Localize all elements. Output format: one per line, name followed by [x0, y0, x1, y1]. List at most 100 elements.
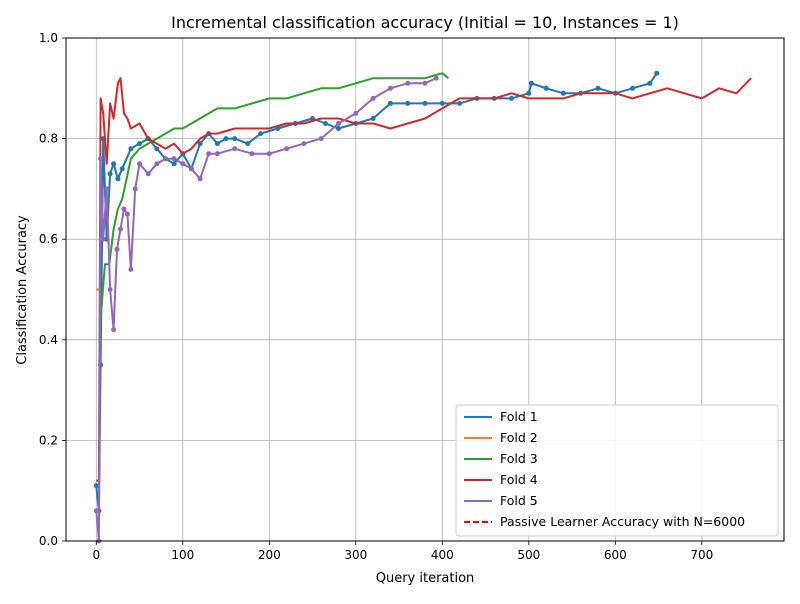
y-tick-label: 0.6: [39, 232, 58, 246]
series-point: [630, 85, 636, 91]
series-point: [232, 136, 238, 142]
series-point: [180, 161, 186, 167]
series-point: [104, 186, 110, 192]
series-point: [422, 100, 428, 106]
y-axis-label: Classification Accuracy: [15, 215, 30, 365]
series-3: [99, 72, 450, 320]
legend: Fold 1 Fold 2 Fold 3 Fold 4 Fold 5 Passive Le…: [455, 404, 779, 537]
legend-label: Fold 5: [500, 493, 538, 508]
series-point: [336, 126, 341, 131]
series-point: [137, 141, 142, 147]
series-lines: [93, 70, 752, 544]
y-tick-label: 0.4: [39, 333, 58, 347]
series-point: [528, 80, 534, 86]
series-5: [93, 75, 439, 544]
series-point: [118, 226, 123, 232]
legend-label: Fold 3: [500, 451, 538, 466]
series-point: [132, 186, 138, 192]
series-point: [301, 141, 307, 147]
series-point: [214, 151, 220, 157]
series-point: [422, 80, 428, 86]
series-point: [121, 206, 127, 212]
series-point: [128, 146, 134, 152]
y-tick-label: 1.0: [39, 31, 58, 45]
series-point: [197, 176, 203, 182]
series-point: [387, 85, 393, 91]
series-point: [370, 116, 376, 121]
x-axis-ticks: 0 100 200 300 400 500 600 700: [92, 541, 713, 562]
series-point: [336, 121, 341, 126]
legend-label: Passive Learner Accuracy with N=6000: [500, 514, 745, 529]
x-tick-label: 500: [517, 548, 540, 562]
legend-label: Fold 2: [500, 430, 538, 445]
series-point: [526, 90, 532, 96]
series-point: [107, 287, 113, 292]
x-tick-label: 400: [431, 548, 454, 562]
series-point: [353, 110, 359, 116]
series-line: [99, 72, 450, 320]
series-point: [318, 136, 324, 142]
series-point: [93, 483, 99, 489]
series-point: [100, 236, 106, 242]
series-point: [543, 85, 549, 91]
y-axis-ticks: 0.0 0.2 0.4 0.6 0.8 1.0: [39, 31, 66, 548]
series-point: [111, 327, 117, 333]
series-point: [214, 141, 220, 147]
series-point: [266, 151, 272, 157]
series-point: [439, 100, 445, 106]
series-point: [119, 166, 125, 172]
series-point: [457, 100, 463, 106]
legend-label: Fold 1: [500, 409, 538, 424]
series-point: [223, 136, 229, 142]
x-tick-label: 300: [344, 548, 367, 562]
series-point: [115, 176, 121, 182]
x-axis-label: Query iteration: [376, 571, 475, 586]
series-point: [128, 266, 134, 272]
x-tick-label: 200: [258, 548, 281, 562]
series-point: [93, 508, 99, 514]
x-tick-label: 0: [92, 548, 100, 562]
x-tick-label: 100: [171, 548, 194, 562]
series-point: [124, 211, 130, 217]
x-tick-label: 600: [604, 548, 627, 562]
legend-label: Fold 4: [500, 472, 538, 487]
y-tick-label: 0.0: [39, 534, 58, 548]
series-4: [96, 77, 752, 482]
series-point: [111, 161, 117, 167]
series-point: [595, 85, 601, 91]
legend-box: [455, 404, 779, 537]
series-line: [96, 77, 752, 482]
series-point: [107, 171, 113, 177]
series-line: [95, 77, 437, 542]
series-point: [509, 95, 514, 101]
series-point: [206, 151, 212, 157]
series-point: [171, 156, 177, 162]
series-point: [387, 100, 393, 106]
series-point: [405, 100, 411, 106]
series-point: [370, 95, 376, 101]
series-point: [433, 75, 439, 81]
series-point: [197, 141, 203, 147]
series-point: [163, 156, 168, 162]
series-point: [145, 171, 151, 177]
series-point: [232, 146, 238, 152]
series-point: [154, 161, 160, 167]
series-point: [560, 90, 566, 96]
series-point: [98, 156, 104, 162]
series-point: [405, 80, 411, 86]
series-point: [654, 70, 660, 76]
series-point: [137, 161, 142, 167]
series-point: [323, 121, 328, 126]
series-point: [647, 80, 653, 86]
series-point: [154, 146, 160, 152]
y-tick-label: 0.2: [39, 433, 58, 447]
plot-frame: [65, 37, 785, 542]
series-point: [249, 151, 255, 157]
series-point: [188, 166, 194, 172]
y-tick-label: 0.8: [39, 132, 58, 146]
series-point: [114, 246, 120, 252]
chart-title: Incremental classification accuracy (Ini…: [171, 13, 679, 32]
series-point: [171, 161, 177, 167]
